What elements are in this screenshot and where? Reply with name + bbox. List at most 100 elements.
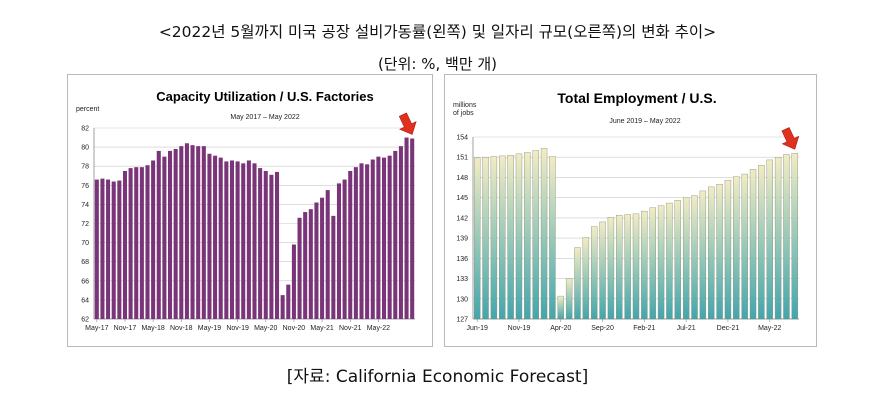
bar: [691, 195, 698, 320]
bar: [499, 155, 506, 320]
bar: [100, 178, 105, 319]
bar: [196, 146, 201, 319]
x-tick-label: May-17: [85, 325, 108, 332]
chart-subtitle: June 2019 – May 2022: [609, 118, 680, 125]
bar: [649, 207, 656, 320]
bar: [359, 163, 364, 319]
bar: [151, 160, 156, 319]
x-tick-label: May-22: [758, 325, 781, 332]
bar: [557, 295, 564, 320]
x-tick-label: May-21: [310, 325, 333, 332]
bar: [252, 163, 257, 319]
bar: [524, 152, 531, 320]
x-tick-label: Jul-21: [677, 325, 696, 332]
y-tick-label: 70: [81, 240, 89, 247]
bar: [370, 159, 375, 319]
bar: [213, 155, 218, 319]
bar: [641, 210, 648, 320]
chart-title: Total Employment / U.S.: [557, 90, 716, 106]
bar: [139, 167, 144, 319]
bar: [599, 221, 606, 320]
capacity-utilization-chart-panel: Capacity Utilization / U.S. Factories Ma…: [67, 74, 433, 347]
bar: [167, 150, 173, 319]
bar: [624, 214, 631, 320]
bar: [774, 157, 782, 320]
y-tick-label: 66: [81, 278, 89, 285]
bar: [749, 169, 757, 320]
y-tick-label: 151: [456, 155, 468, 162]
x-tick-label: May-18: [141, 325, 164, 332]
bar: [184, 143, 189, 319]
bar: [632, 213, 640, 320]
bar: [682, 197, 690, 320]
bar: [246, 160, 251, 319]
x-tick-label: Jun-19: [466, 325, 488, 332]
x-tick-label: May-19: [198, 325, 221, 332]
bar: [235, 161, 240, 319]
bar: [616, 214, 623, 320]
bar: [574, 247, 581, 320]
bar: [207, 153, 212, 319]
arrow-annotation: [398, 112, 417, 135]
capacity-utilization-chart: Capacity Utilization / U.S. Factories Ma…: [76, 89, 417, 332]
bar: [128, 168, 133, 319]
bar: [122, 170, 128, 319]
bar: [145, 165, 150, 319]
bar: [342, 179, 347, 319]
bar: [741, 173, 748, 320]
bar: [674, 200, 682, 320]
bar: [320, 197, 325, 319]
x-tick-label: Sep-20: [591, 325, 614, 332]
bar: [666, 202, 673, 320]
bar: [229, 160, 235, 319]
x-tick-label: Feb-21: [633, 325, 655, 332]
bar: [393, 150, 398, 319]
bar: [111, 181, 116, 319]
page-title: <2022년 5월까지 미국 공장 설비가동률(왼쪽) 및 일자리 규모(오른쪽…: [158, 23, 717, 41]
x-tick-label: Dec-21: [717, 325, 740, 332]
total-employment-chart: Total Employment / U.S. June 2019 – May …: [453, 90, 800, 332]
bar: [708, 186, 715, 320]
y-tick-label: 139: [456, 236, 468, 243]
bar: [507, 154, 514, 320]
bar: [94, 179, 99, 319]
y-axis-label: percent: [76, 106, 99, 113]
x-tick-label: Apr-20: [550, 325, 571, 332]
bar: [783, 154, 790, 320]
bar: [353, 167, 358, 319]
y-tick-label: 64: [81, 297, 89, 304]
bar: [582, 237, 590, 320]
bar: [758, 165, 765, 320]
y-tick-label: 136: [456, 256, 468, 263]
bar: [381, 157, 387, 319]
bar: [398, 146, 403, 319]
y-tick-label: 68: [81, 259, 89, 266]
chart-title: Capacity Utilization / U.S. Factories: [156, 89, 373, 104]
bar: [190, 145, 195, 319]
y-tick-label: 142: [456, 215, 468, 222]
arrow-annotation: [781, 127, 800, 150]
bar: [348, 170, 353, 319]
bar: [314, 202, 319, 319]
bar: [490, 156, 498, 320]
bar: [173, 149, 178, 319]
total-employment-chart-panel: Total Employment / U.S. June 2019 – May …: [444, 74, 817, 347]
bar: [308, 209, 313, 319]
bar: [376, 156, 381, 319]
bar: [724, 179, 732, 320]
bar: [263, 170, 268, 319]
x-tick-label: Nov-19: [226, 325, 249, 332]
y-tick-label: 133: [456, 276, 468, 283]
chart-subtitle: May 2017 – May 2022: [230, 114, 299, 121]
bar: [291, 244, 296, 319]
x-tick-label: Nov-17: [114, 325, 137, 332]
bar: [179, 146, 184, 319]
y-tick-label: 78: [81, 164, 89, 171]
y-tick-label: 148: [456, 175, 468, 182]
x-tick-label: Nov-19: [508, 325, 531, 332]
unit-note: (단위: %, 백만 개): [377, 55, 498, 73]
x-tick-label: Nov-21: [339, 325, 362, 332]
bar: [540, 148, 548, 320]
bar: [286, 284, 291, 319]
y-tick-label: 72: [81, 221, 89, 228]
